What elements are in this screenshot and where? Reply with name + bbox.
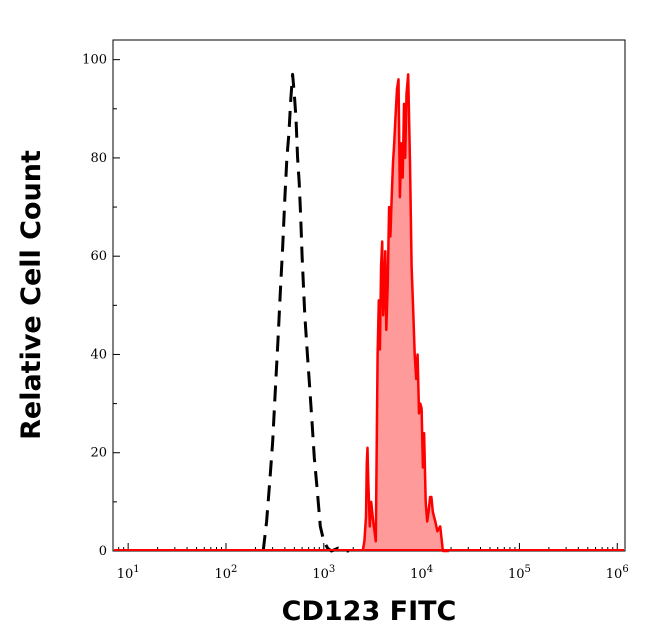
x-tick-label: 106 <box>606 564 629 582</box>
series-layer <box>114 72 624 553</box>
y-tick-label: 40 <box>90 347 107 362</box>
x-tick-label: 105 <box>508 564 531 582</box>
x-axis-title: CD123 FITC <box>282 596 457 627</box>
x-tick-label: 102 <box>215 564 238 582</box>
y-axis-title: Relative Cell Count <box>16 150 47 440</box>
x-tick-label: 103 <box>312 564 335 582</box>
x-tick-label: 104 <box>410 564 433 582</box>
x-tick-label: 101 <box>117 564 140 582</box>
y-tick-label: 80 <box>90 151 107 166</box>
y-tick-label: 60 <box>90 249 107 264</box>
y-tick-label: 0 <box>99 544 107 559</box>
y-tick-label: 100 <box>82 53 107 68</box>
series-area-2 <box>362 74 449 552</box>
series-line-2 <box>361 73 449 553</box>
x-axis-tick-labels: 101 102 103 104 105 106 <box>117 564 629 582</box>
y-axis-tick-labels: 0 20 40 60 80 100 <box>82 53 107 559</box>
y-tick-label: 20 <box>90 446 107 461</box>
